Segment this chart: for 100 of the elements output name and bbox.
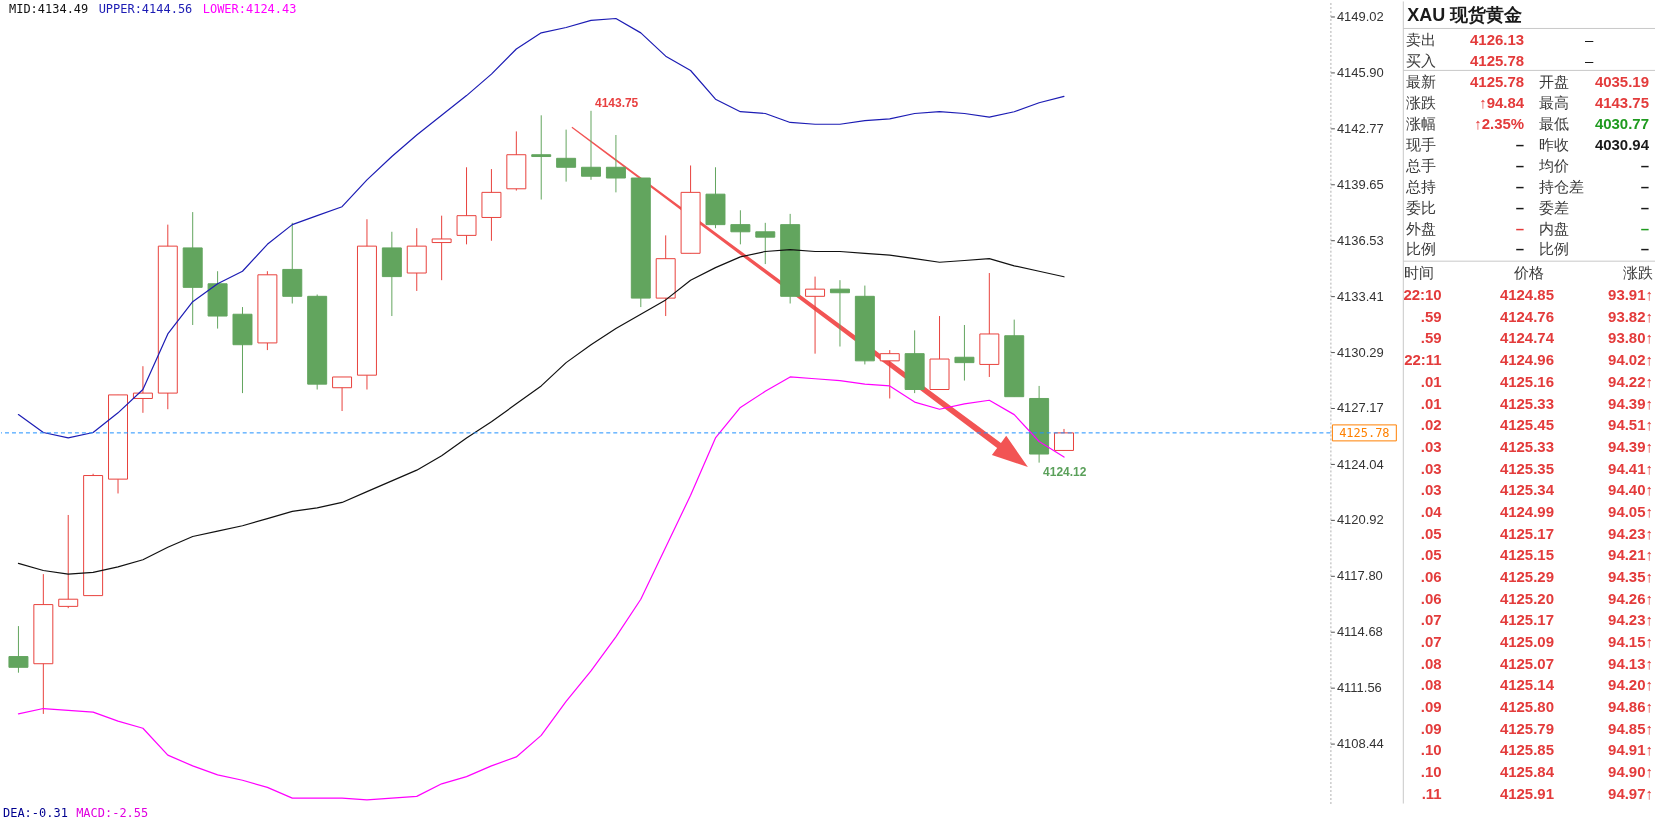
text: 持仓差 (1539, 177, 1585, 195)
text: 总持 (1405, 177, 1437, 195)
text: .04 4124.99 94.05↑ (1420, 502, 1653, 520)
text: MID:4134.49 (8, 2, 89, 17)
text: .05 4125.17 94.23↑ (1420, 524, 1653, 542)
text: .11 4125.91 94.97↑ (1421, 784, 1653, 802)
text: .07 4125.17 94.23↑ (1420, 611, 1653, 629)
text: .08 4125.07 94.13↑ (1420, 654, 1653, 672)
candlestick (805, 276, 826, 355)
candlestick (132, 365, 153, 414)
y-tick-label: 4145.90 (1336, 64, 1384, 80)
text: .05 4125.15 94.21↑ (1420, 546, 1653, 564)
text: 比例 (1539, 240, 1570, 258)
text: 最高 (1539, 94, 1570, 112)
text: .03 4125.35 94.41↑ (1420, 459, 1653, 477)
text: 开盘 (1539, 73, 1570, 91)
y-tick-label: 4108.44 (1336, 736, 1384, 752)
text: .09 4125.79 94.85↑ (1420, 719, 1653, 737)
text: – (1515, 240, 1525, 258)
text: 委差 (1539, 198, 1570, 216)
text: .10 4125.84 94.90↑ (1420, 762, 1653, 780)
text: .59 4124.76 93.82↑ (1420, 307, 1653, 325)
candlestick (332, 376, 353, 412)
candlestick (730, 209, 751, 245)
text: .08 4125.14 94.20↑ (1420, 676, 1653, 694)
text: UPPER:4144.56 (98, 2, 193, 17)
text: ↑2.35% (1474, 115, 1525, 133)
text: 涨跌 (1623, 264, 1653, 282)
ref-line-label: 4125.78 (1339, 425, 1390, 440)
candlestick (8, 625, 29, 674)
text: 现手 (1406, 136, 1437, 154)
text: 卖出 (1406, 31, 1437, 49)
text: 22:10 4124.85 93.91↑ (1403, 286, 1653, 304)
text: – (1640, 156, 1650, 174)
annotation: 4143.75 (595, 95, 639, 110)
text: 涨跌 (1406, 94, 1437, 112)
text: DEA:-0.31 (3, 805, 68, 818)
y-tick-label: 4136.53 (1336, 232, 1384, 248)
candlestick (954, 324, 975, 382)
text: – (1515, 177, 1525, 195)
text: .01 4125.33 94.39↑ (1420, 394, 1653, 412)
text: 4125.78 (1470, 73, 1525, 91)
text: MACD:-2.55 (76, 805, 149, 818)
text: 委比 (1406, 198, 1437, 216)
text: 4126.13 (1470, 31, 1525, 49)
candlestick (431, 215, 452, 281)
candlestick (755, 222, 776, 265)
text: 4125.78 (1470, 52, 1525, 70)
text: XAU 现货黄金 (1407, 5, 1523, 26)
text: 4030.94 (1594, 136, 1650, 154)
text: – (1515, 136, 1525, 154)
text: .02 4125.45 94.51↑ (1420, 416, 1653, 434)
text: – (1515, 156, 1525, 174)
y-tick-label: 4127.17 (1336, 400, 1384, 416)
candlestick (605, 134, 626, 193)
text: 4035.19 (1594, 73, 1650, 91)
text: .06 4125.20 94.26↑ (1420, 589, 1653, 607)
text: – (1640, 219, 1650, 237)
text: – (1584, 31, 1594, 49)
text: 最新 (1406, 73, 1437, 91)
text: 均价 (1538, 156, 1570, 174)
text: 外盘 (1406, 219, 1437, 237)
text: 比例 (1406, 240, 1437, 258)
y-tick-label: 4139.65 (1336, 176, 1384, 192)
y-tick-label: 4120.92 (1336, 512, 1384, 528)
text: .09 4125.80 94.86↑ (1420, 697, 1653, 715)
text: .07 4125.09 94.15↑ (1420, 632, 1653, 650)
text: 买入 (1406, 52, 1437, 70)
text: – (1640, 177, 1650, 195)
y-tick-label: 4111.56 (1336, 680, 1382, 696)
text: 涨幅 (1406, 115, 1437, 133)
text: .59 4124.74 93.80↑ (1420, 329, 1653, 347)
text: .01 4125.16 94.22↑ (1420, 372, 1653, 390)
text: 总手 (1405, 156, 1437, 174)
text: – (1515, 219, 1525, 237)
y-tick-label: 4130.29 (1336, 344, 1384, 360)
line-series (17, 17, 1065, 439)
candlestick (1054, 428, 1074, 451)
candlestick (531, 114, 552, 201)
text: – (1640, 198, 1650, 216)
y-tick-label: 4133.41 (1336, 288, 1384, 304)
candlestick (879, 349, 900, 399)
text: 价格 (1513, 264, 1545, 282)
candlestick (581, 110, 601, 181)
text: – (1640, 240, 1650, 258)
text: 4030.77 (1594, 115, 1650, 133)
annotation: 4124.12 (1043, 464, 1087, 479)
text: 昨收 (1539, 136, 1570, 154)
text: LOWER:4124.43 (202, 2, 297, 17)
text: 内盘 (1539, 219, 1570, 237)
y-tick-label: 4117.80 (1336, 568, 1383, 584)
candlestick (456, 166, 477, 245)
y-tick-label: 4142.77 (1336, 120, 1384, 136)
y-tick-label: 4114.68 (1336, 624, 1383, 640)
y-tick-label: 4149.02 (1336, 8, 1384, 24)
text: 时间 (1404, 264, 1435, 282)
text: – (1515, 198, 1525, 216)
candlestick (58, 514, 79, 609)
candlestick (829, 279, 850, 347)
text: 4143.75 (1594, 94, 1650, 112)
